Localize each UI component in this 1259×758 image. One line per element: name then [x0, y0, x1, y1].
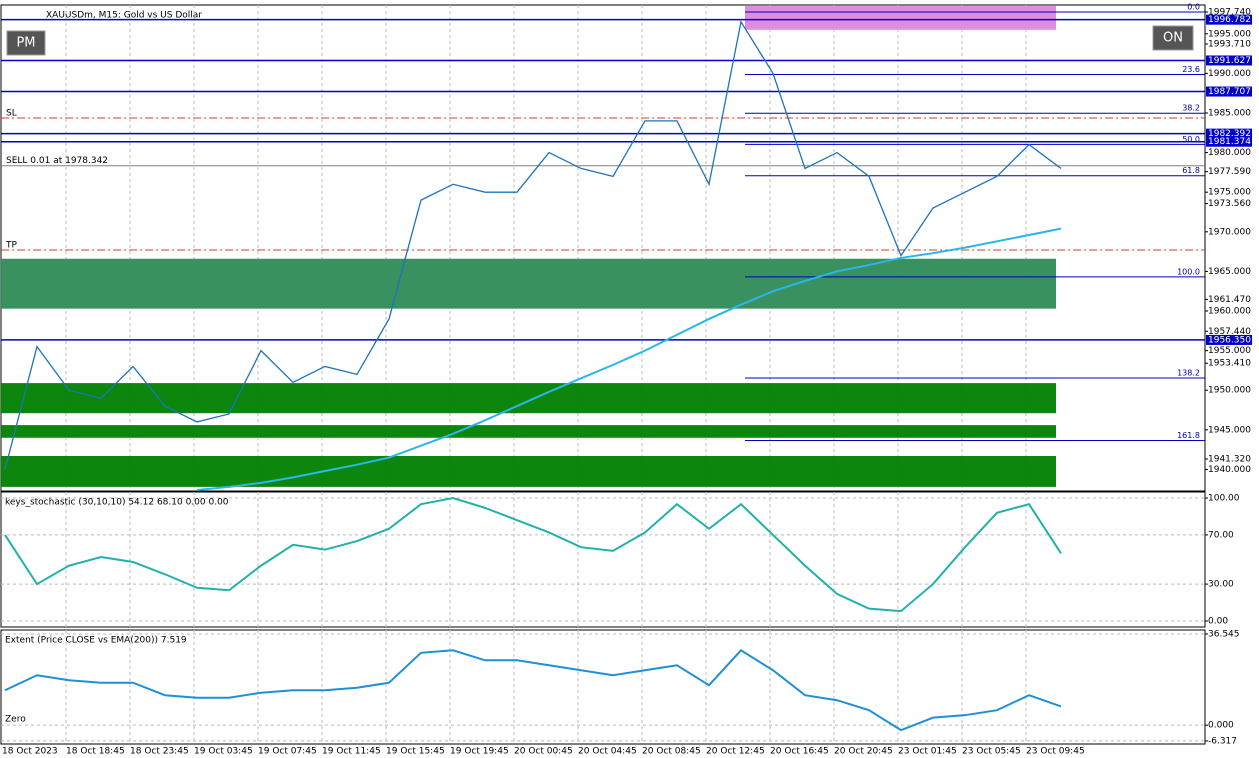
- y-tick-label: 1997.740: [1208, 8, 1251, 18]
- y-tick-label: 1993.710: [1208, 39, 1251, 49]
- fib-label: 38.2: [1182, 104, 1200, 113]
- y-tick-label: 1973.560: [1208, 199, 1251, 209]
- y-tick-label: 0.00: [1208, 616, 1228, 626]
- stoch-panel: [0, 491, 1206, 628]
- y-tick-label: 1995.000: [1208, 29, 1251, 39]
- x-tick-label: 20 Oct 04:45: [578, 747, 637, 757]
- panel-title: Extent (Price CLOSE vs EMA(200)) 7.519: [5, 636, 187, 646]
- fib-label: 0.0: [1187, 3, 1200, 12]
- x-tick-label: 20 Oct 00:45: [514, 747, 573, 757]
- y-tick-label: 1950.000: [1208, 386, 1251, 396]
- y-tick-label: 1970.000: [1208, 227, 1251, 237]
- y-tick-label: 1961.470: [1208, 295, 1251, 305]
- y-tick-label: 36.545: [1208, 629, 1240, 639]
- pm-button[interactable]: [6, 30, 46, 56]
- zone: [1, 425, 1056, 438]
- x-tick-label: 18 Oct 23:45: [130, 747, 189, 757]
- y-tick-label: 1990.000: [1208, 69, 1251, 79]
- x-tick-label: 20 Oct 12:45: [706, 747, 765, 757]
- level-label: 1982.392: [1208, 129, 1251, 139]
- y-tick-label: 1955.000: [1208, 346, 1251, 356]
- panel-title: keys_stochastic (30,10,10) 54.12 68.10 0…: [5, 498, 229, 508]
- fib-label: 50.0: [1182, 135, 1200, 144]
- level-label: 1987.707: [1208, 87, 1251, 97]
- fib-label: 138.2: [1177, 368, 1200, 377]
- y-tick-label: 0.000: [1208, 721, 1234, 731]
- extent-panel: [0, 629, 1206, 745]
- on-button[interactable]: [1152, 25, 1194, 51]
- level-box: [1206, 128, 1252, 139]
- x-tick-label: 20 Oct 16:45: [770, 747, 829, 757]
- y-tick-label: 1975.000: [1208, 188, 1251, 198]
- y-tick-label: 1977.590: [1208, 167, 1251, 177]
- y-tick-label: 70.00: [1208, 530, 1234, 540]
- x-tick-label: 19 Oct 07:45: [258, 747, 317, 757]
- fib-label: 61.8: [1182, 166, 1200, 175]
- zone: [1, 455, 1056, 487]
- y-tick-label: 1945.000: [1208, 425, 1251, 435]
- level-box: [1206, 334, 1252, 345]
- x-tick-label: 18 Oct 2023: [2, 747, 58, 757]
- main-panel: [0, 4, 1206, 492]
- y-tick-label: 1980.000: [1208, 148, 1251, 158]
- y-tick-label: -6.317: [1208, 736, 1237, 746]
- x-tick-label: 19 Oct 19:45: [450, 747, 509, 757]
- y-tick-label: 1941.320: [1208, 454, 1251, 464]
- level-label: 1996.782: [1208, 15, 1251, 25]
- x-tick-label: 23 Oct 01:45: [898, 747, 957, 757]
- chart-title: XAUUSDm, M15: Gold vs US Dollar: [46, 11, 202, 21]
- on-label[interactable]: ON: [1163, 31, 1183, 46]
- y-tick-label: 100.00: [1208, 494, 1240, 504]
- series-line: [4, 496, 1062, 613]
- level-label: 1981.374: [1208, 137, 1251, 147]
- x-tick-label: 18 Oct 18:45: [66, 747, 125, 757]
- x-tick-label: 23 Oct 09:45: [1026, 747, 1085, 757]
- y-tick-label: 1940.000: [1208, 465, 1251, 475]
- x-tick-label: 23 Oct 05:45: [962, 747, 1021, 757]
- level-box: [1206, 55, 1252, 66]
- zone: [1, 258, 1056, 309]
- x-tick-label: 19 Oct 03:45: [194, 747, 253, 757]
- series-line: [196, 227, 1062, 492]
- zero-label: Zero: [5, 715, 26, 725]
- fib-label: 100.0: [1177, 267, 1200, 276]
- level-label: 1991.627: [1208, 56, 1251, 66]
- series-line: [4, 649, 1062, 732]
- x-tick-label: 20 Oct 20:45: [834, 747, 893, 757]
- sl-label: SL: [6, 108, 17, 118]
- sell-label: SELL 0.01 at 1978.342: [6, 156, 108, 166]
- zone: [745, 6, 1056, 30]
- pm-label[interactable]: PM: [16, 36, 35, 51]
- x-tick-label: 19 Oct 15:45: [386, 747, 445, 757]
- level-box: [1206, 136, 1252, 147]
- x-tick-label: 20 Oct 08:45: [642, 747, 701, 757]
- series-line: [4, 20, 1062, 470]
- fib-label: 161.8: [1177, 431, 1200, 440]
- level-box: [1206, 86, 1252, 97]
- y-tick-label: 1957.440: [1208, 327, 1251, 337]
- tp-label: TP: [5, 241, 17, 251]
- fib-label: 23.6: [1182, 65, 1200, 74]
- x-tick-label: 19 Oct 11:45: [322, 747, 381, 757]
- level-label: 1956.350: [1208, 335, 1251, 345]
- zone: [1, 383, 1056, 414]
- y-tick-label: 30.00: [1208, 580, 1234, 590]
- y-tick-label: 1953.410: [1208, 359, 1251, 369]
- y-tick-label: 1965.000: [1208, 267, 1251, 277]
- y-tick-label: 1985.000: [1208, 108, 1251, 118]
- y-tick-label: 1960.000: [1208, 307, 1251, 317]
- level-box: [1206, 14, 1252, 25]
